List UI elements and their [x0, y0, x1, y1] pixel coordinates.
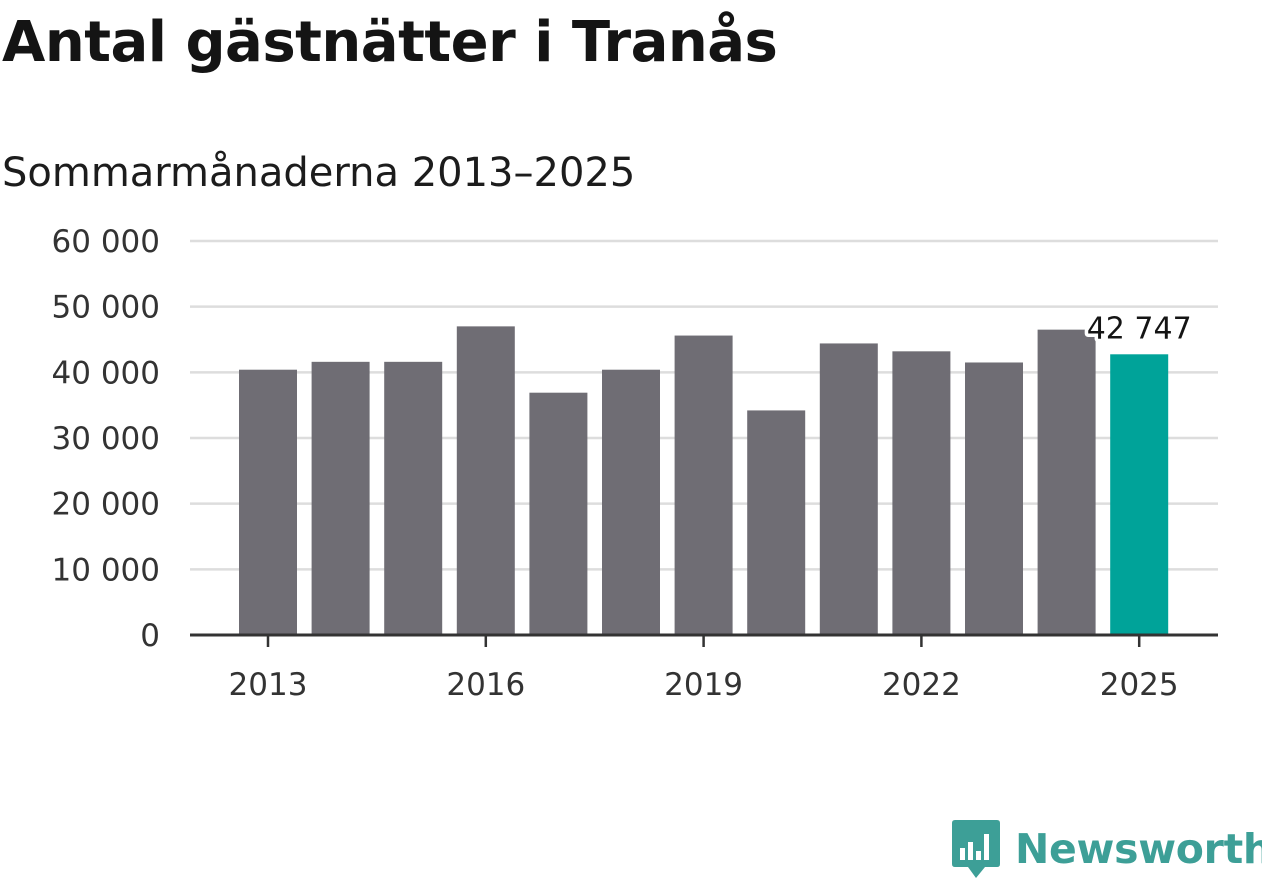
chart-title: Antal gästnätter i Tranås	[2, 10, 778, 75]
x-tick-label: 2019	[664, 667, 743, 703]
y-tick-label: 30 000	[52, 421, 160, 457]
x-tick-label: 2016	[446, 667, 525, 703]
newsworthy-logo: Newsworthy	[951, 818, 1262, 880]
x-tick-label: 2013	[229, 667, 308, 703]
bar-2013	[239, 369, 297, 635]
bar-2022	[892, 351, 951, 635]
chart-subtitle: Sommarmånaderna 2013–2025	[2, 150, 636, 196]
y-tick-label: 50 000	[52, 290, 160, 326]
bar-2019	[674, 335, 733, 635]
x-axis-tick-labels: 2013 2016 2019 2022 2025	[229, 635, 1179, 703]
bar-2018	[602, 369, 660, 635]
y-tick-label: 0	[140, 618, 160, 654]
y-tick-label: 40 000	[52, 355, 160, 391]
bar-2020	[747, 410, 806, 635]
y-tick-label: 10 000	[52, 552, 160, 588]
y-tick-label: 20 000	[52, 487, 160, 523]
bar-2016	[456, 326, 515, 635]
bar-2014	[311, 361, 370, 635]
y-tick-label: 60 000	[52, 224, 160, 260]
bar-2024	[1037, 329, 1096, 635]
bar-2017	[529, 392, 588, 635]
bar-chart-speech-bubble-icon	[952, 820, 1000, 878]
brand-name: Newsworthy	[1015, 825, 1262, 873]
bar-2023	[965, 362, 1023, 635]
bars	[239, 326, 1169, 635]
x-tick-label: 2022	[882, 667, 961, 703]
y-axis-tick-labels: 0 10 000 20 000 30 000 40 000 50 000 60 000	[52, 224, 160, 654]
x-tick-label: 2025	[1100, 667, 1179, 703]
bar-2015	[384, 361, 443, 635]
bar-2021	[819, 343, 878, 635]
bar-2025	[1110, 354, 1169, 635]
data-label-halo: 42 747	[1087, 311, 1192, 346]
data-label-2025: 42 747	[1087, 311, 1192, 346]
